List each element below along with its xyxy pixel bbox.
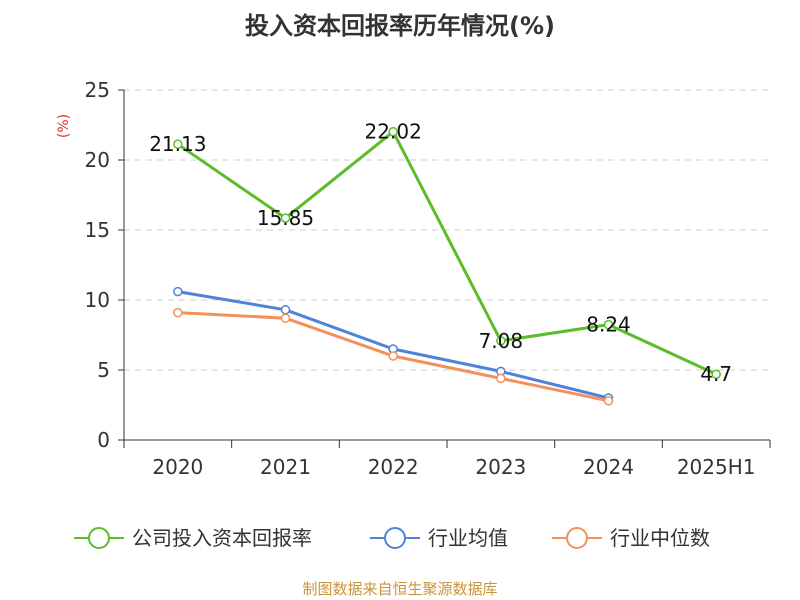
legend: 公司投入资本回报率 行业均值 行业中位数 <box>74 526 710 550</box>
legend-label: 行业中位数 <box>610 526 710 550</box>
gridlines <box>124 89 770 371</box>
y-tick-label: 5 <box>97 358 110 382</box>
data-point <box>603 319 614 330</box>
x-tick-label: 2023 <box>475 455 526 479</box>
y-axis-unit: (%) <box>56 114 72 138</box>
series-lines <box>173 126 721 406</box>
legend-swatch-marker <box>384 527 406 549</box>
data-label: 21.13 <box>149 132 206 156</box>
data-point <box>173 139 183 149</box>
data-point <box>711 369 721 379</box>
axes: 0 5 10 15 20 25 2020 2021 2022 2023 2024 2025H1 <box>85 78 771 479</box>
data-point <box>280 213 291 223</box>
data-point <box>280 305 291 315</box>
legend-swatch-marker <box>88 527 110 549</box>
data-label: 7.08 <box>479 329 524 353</box>
data-label: 4.7 <box>700 362 732 386</box>
chart-title: 投入资本回报率历年情况(%) <box>245 12 555 40</box>
y-tick-label: 20 <box>85 148 110 172</box>
x-tick-label: 2020 <box>152 455 203 479</box>
y-tick-label: 15 <box>85 218 110 242</box>
data-label: 8.24 <box>586 313 631 337</box>
x-tick-label: 2024 <box>583 455 634 479</box>
legend-label: 行业均值 <box>428 526 508 550</box>
data-point <box>388 126 398 137</box>
legend-label: 公司投入资本回报率 <box>132 526 312 550</box>
source-note: 制图数据来自恒生聚源数据库 <box>302 580 497 598</box>
data-point <box>173 286 183 297</box>
data-point <box>603 396 614 406</box>
data-label: 15.85 <box>257 206 314 230</box>
legend-swatch-marker <box>566 527 588 549</box>
series-line <box>176 130 717 376</box>
data-labels: 21.13 15.85 22.02 7.08 8.24 4.7 <box>149 120 732 386</box>
y-tick-label: 10 <box>85 288 110 312</box>
x-tick-label: 2025H1 <box>677 455 756 479</box>
x-tick-label: 2022 <box>368 455 419 479</box>
data-point <box>280 313 291 323</box>
data-label: 22.02 <box>365 120 422 144</box>
data-point <box>496 373 506 384</box>
y-tick-label: 25 <box>85 78 110 102</box>
x-tick-label: 2021 <box>260 455 311 479</box>
y-tick-label: 0 <box>97 428 110 452</box>
data-point <box>173 307 183 318</box>
data-point <box>496 336 506 346</box>
data-point <box>388 351 398 361</box>
